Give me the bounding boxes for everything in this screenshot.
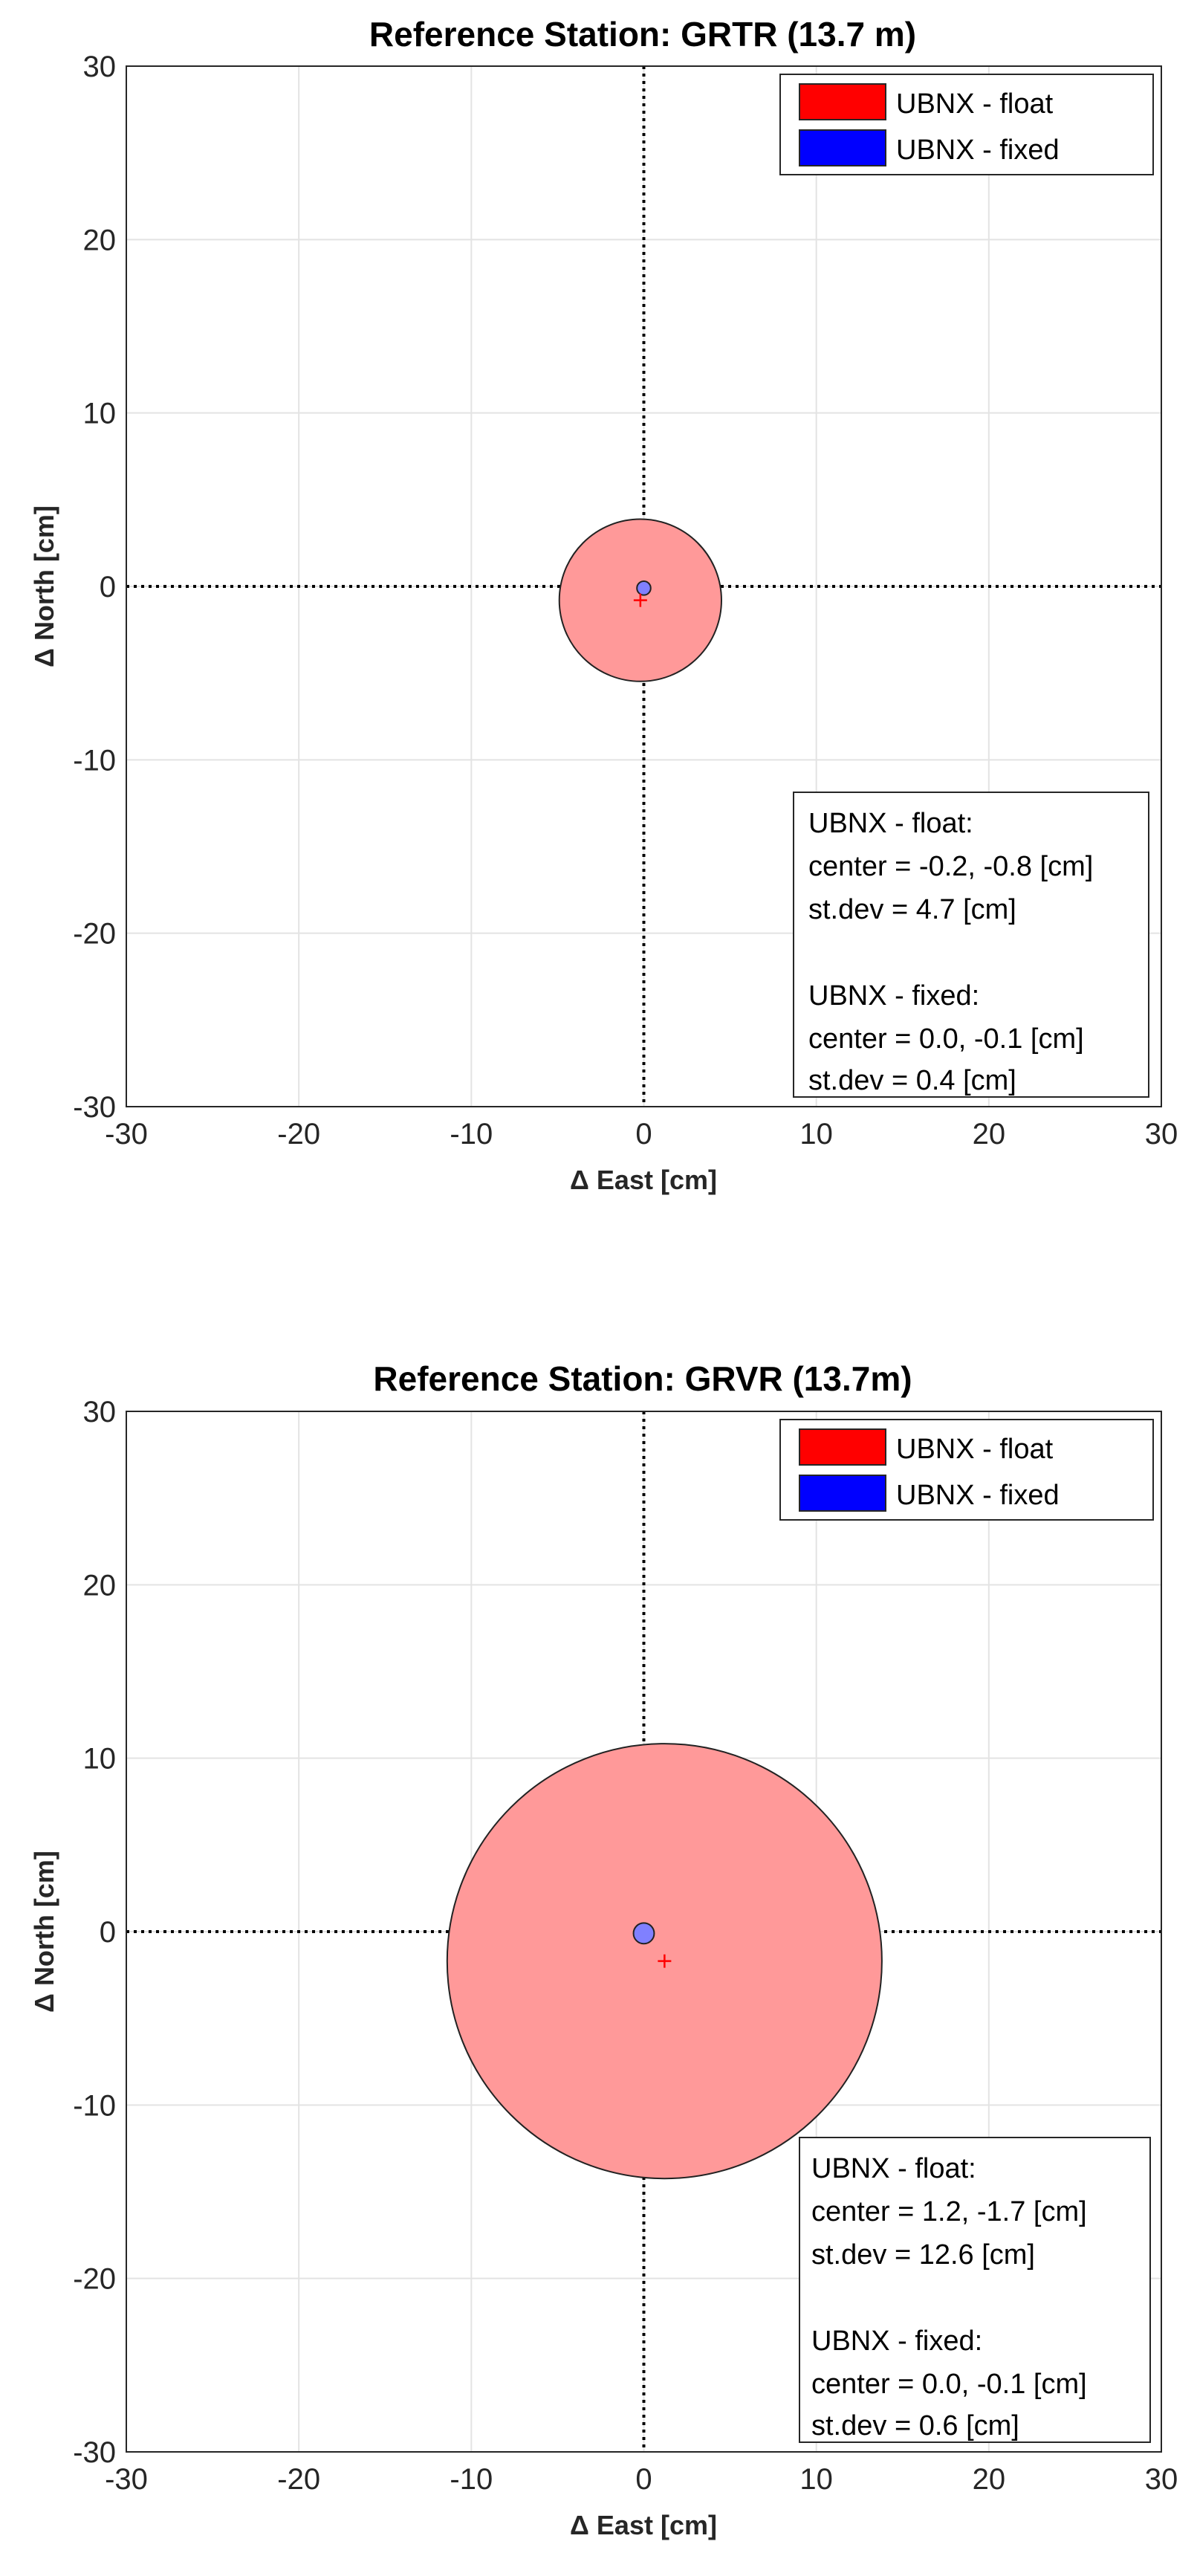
legend-swatch-float bbox=[799, 83, 886, 120]
stats-box: UBNX - float: center = 1.2, -1.7 [cm] st… bbox=[799, 2137, 1151, 2443]
y-tick-label: 0 bbox=[100, 1916, 116, 1949]
x-tick-label: 20 bbox=[973, 1118, 1006, 1151]
y-tick-label: 20 bbox=[83, 224, 117, 256]
x-axis-label: Δ East [cm] bbox=[570, 1165, 717, 1195]
stats-line: st.dev = 0.4 [cm] bbox=[808, 1065, 1016, 1096]
stats-line: center = 0.0, -0.1 [cm] bbox=[808, 1023, 1084, 1055]
legend-swatch-float bbox=[799, 1428, 886, 1466]
y-tick-label: 0 bbox=[100, 571, 116, 603]
stats-line: UBNX - float: bbox=[808, 808, 973, 839]
stats-line: center = 1.2, -1.7 [cm] bbox=[811, 2196, 1087, 2227]
stats-line: st.dev = 12.6 [cm] bbox=[811, 2239, 1035, 2271]
stats-line: st.dev = 4.7 [cm] bbox=[808, 894, 1016, 925]
y-tick-label: 30 bbox=[83, 51, 117, 83]
chart-grvr: Reference Station: GRVR (13.7m) -30 -20 -1… bbox=[29, 1359, 1178, 2540]
legend-label-fixed: UBNX - fixed bbox=[896, 135, 1060, 166]
y-tick-label: -20 bbox=[73, 918, 116, 951]
legend: UBNX - float UBNX - fixed bbox=[779, 1419, 1154, 1521]
legend-label-float: UBNX - float bbox=[896, 88, 1054, 120]
axes-box bbox=[126, 65, 1162, 1107]
x-tick-label: 0 bbox=[635, 1118, 652, 1151]
x-tick-label: -30 bbox=[105, 2463, 148, 2496]
x-tick-label: -10 bbox=[450, 2463, 493, 2496]
y-axis-label: Δ North [cm] bbox=[29, 505, 59, 667]
stats-line: center = 0.0, -0.1 [cm] bbox=[811, 2369, 1087, 2400]
stats-line: center = -0.2, -0.8 [cm] bbox=[808, 851, 1093, 882]
x-axis-label: Δ East [cm] bbox=[570, 2510, 717, 2540]
stats-box-frame bbox=[793, 792, 1149, 1098]
legend-swatch-fixed bbox=[799, 1475, 886, 1512]
stats-box: UBNX - float: center = -0.2, -0.8 [cm] s… bbox=[793, 792, 1149, 1098]
y-axis-label: Δ North [cm] bbox=[29, 1851, 59, 2013]
center-marker-float bbox=[633, 593, 647, 607]
axes-box bbox=[126, 1411, 1162, 2453]
x-tick-label: -20 bbox=[277, 1118, 320, 1151]
data-marks bbox=[446, 1743, 883, 2180]
x-tick-label: 20 bbox=[973, 2463, 1006, 2496]
chart-title: Reference Station: GRTR (13.7 m) bbox=[369, 15, 916, 54]
x-tick-label: -30 bbox=[105, 1118, 148, 1151]
stats-box-frame bbox=[799, 2137, 1151, 2443]
y-tick-label: 30 bbox=[83, 1396, 117, 1428]
x-tick-label: 0 bbox=[635, 2463, 652, 2496]
y-tick-label: -30 bbox=[73, 2436, 116, 2469]
y-tick-label: -10 bbox=[73, 744, 116, 777]
tick-labels: -30 -20 -10 0 10 20 30 30 20 10 0 -10 -20 -30 bbox=[73, 51, 1178, 1151]
y-tick-label: 10 bbox=[83, 1743, 117, 1776]
x-tick-label: 10 bbox=[799, 2463, 833, 2496]
stats-line: UBNX - fixed: bbox=[811, 2326, 982, 2357]
y-tick-label: 20 bbox=[83, 1569, 117, 1602]
y-tick-label: 10 bbox=[83, 398, 117, 430]
tick-labels: -30 -20 -10 0 10 20 30 30 20 10 0 -10 -20 -30 bbox=[73, 1396, 1178, 2496]
chart-title: Reference Station: GRVR (13.7m) bbox=[373, 1359, 912, 1398]
y-tick-label: -20 bbox=[73, 2263, 116, 2296]
x-tick-label: 10 bbox=[799, 1118, 833, 1151]
stats-line: UBNX - fixed: bbox=[808, 980, 979, 1012]
stats-line: st.dev = 0.6 [cm] bbox=[811, 2410, 1019, 2441]
data-marks bbox=[558, 518, 722, 682]
legend-label-float: UBNX - float bbox=[896, 1434, 1054, 1465]
stdev-circle-fixed bbox=[632, 1922, 655, 1945]
x-tick-label: 30 bbox=[1145, 1118, 1178, 1151]
x-tick-label: 30 bbox=[1145, 2463, 1178, 2496]
x-tick-label: -10 bbox=[450, 1118, 493, 1151]
chart-grtr: Reference Station: GRTR (13.7 m) -30 -20-… bbox=[29, 15, 1178, 1195]
center-marker-float bbox=[658, 1954, 672, 1968]
legend-swatch-fixed bbox=[799, 129, 886, 166]
x-tick-label: -20 bbox=[277, 2463, 320, 2496]
legend: UBNX - float UBNX - fixed bbox=[779, 74, 1154, 175]
stdev-circle-fixed bbox=[636, 580, 652, 596]
y-tick-label: -30 bbox=[73, 1091, 116, 1124]
stats-line: UBNX - float: bbox=[811, 2153, 976, 2184]
legend-label-fixed: UBNX - fixed bbox=[896, 1480, 1060, 1511]
y-tick-label: -10 bbox=[73, 2089, 116, 2122]
